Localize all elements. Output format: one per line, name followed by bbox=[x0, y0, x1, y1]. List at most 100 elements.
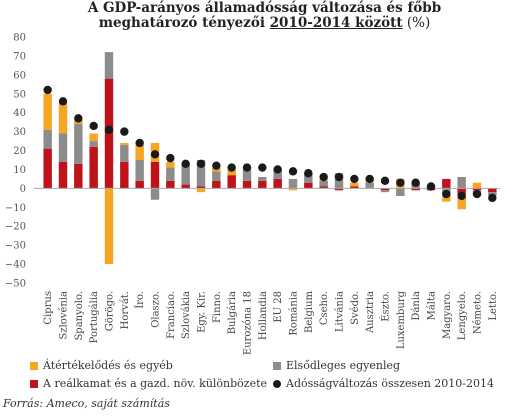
bar-segment-interest-growth bbox=[89, 146, 98, 189]
total-change-dot bbox=[89, 121, 98, 131]
y-tick-label: 80 bbox=[13, 33, 26, 44]
y-tick-label: −30 bbox=[5, 241, 26, 252]
bar-segment-primary-balance bbox=[43, 129, 52, 149]
total-change-dot bbox=[426, 182, 436, 191]
category-label: Németo. bbox=[473, 291, 484, 334]
bar-segment-interest-growth bbox=[457, 188, 466, 195]
total-change-dot bbox=[212, 161, 221, 170]
total-change-dot bbox=[196, 159, 206, 168]
bar-segment-interest-growth bbox=[350, 186, 359, 189]
category-label: Íro. bbox=[134, 291, 146, 309]
category-label: Portugália bbox=[89, 291, 100, 343]
category-label: Eurozóna 18 bbox=[243, 291, 254, 355]
bar-segment-primary-balance bbox=[242, 169, 252, 181]
bar-segment-revaluation bbox=[350, 182, 359, 187]
bar-segment-interest-growth bbox=[442, 178, 451, 189]
category-label: Hollandia bbox=[258, 291, 269, 340]
category-label: Lengyelo. bbox=[457, 291, 468, 340]
total-change-dot bbox=[181, 159, 190, 168]
bar-segment-primary-balance bbox=[304, 173, 313, 183]
legend-swatch-primary-balance bbox=[273, 361, 281, 370]
bar-segment-interest-growth bbox=[411, 188, 420, 191]
total-change-dot bbox=[304, 169, 313, 178]
total-change-dot bbox=[411, 178, 420, 187]
category-labels: Ciprus Szlovénia Spanyolo. Portugália Görögo… bbox=[43, 290, 499, 355]
legend-item-primary-balance: Elsődleges egyenleg bbox=[273, 359, 400, 372]
category-label: Cseho. bbox=[319, 291, 330, 325]
total-change-dot bbox=[258, 163, 267, 172]
bar-segment-revaluation bbox=[472, 182, 482, 189]
title-line-2-prefix: meghatározó tényezői bbox=[98, 15, 270, 31]
y-tick-label: −50 bbox=[5, 279, 26, 290]
total-change-dot bbox=[396, 178, 405, 187]
category-label: Románia bbox=[289, 291, 300, 336]
bar-segment-interest-growth bbox=[227, 175, 236, 189]
title-period: 2010-2014 között bbox=[269, 15, 403, 31]
y-tick-label: 50 bbox=[13, 89, 26, 100]
category-label: Belgium bbox=[304, 290, 315, 333]
bar-segment-primary-balance bbox=[365, 182, 374, 189]
y-tick-label: 60 bbox=[13, 70, 26, 81]
total-change-dot bbox=[150, 150, 160, 159]
legend-item-revaluation: Átértékelődés és egyéb bbox=[30, 359, 173, 372]
bar-segment-primary-balance bbox=[166, 167, 175, 181]
bar-segment-interest-growth bbox=[120, 161, 129, 189]
bar-segment-revaluation bbox=[89, 133, 98, 142]
total-change-dot bbox=[350, 174, 359, 184]
y-tick-label: −20 bbox=[5, 222, 26, 233]
category-label: Horvát. bbox=[120, 291, 131, 329]
category-label: Szlovákia bbox=[181, 291, 192, 339]
legend-item-interest-growth: A reálkamat és a gazd. növ. különbözete bbox=[30, 377, 267, 390]
legend-item-total-change: Adósságváltozás összesen 2010-2014 bbox=[273, 377, 494, 390]
y-tick-label: 70 bbox=[13, 51, 26, 62]
bar-segment-interest-growth bbox=[150, 161, 160, 189]
category-label: Spanyolo. bbox=[74, 291, 85, 341]
legend-label-primary-balance: Elsődleges egyenleg bbox=[286, 359, 401, 372]
bar-segment-interest-growth bbox=[135, 180, 144, 189]
y-tick-label: 40 bbox=[13, 108, 26, 119]
y-tick-label: 0 bbox=[20, 184, 26, 195]
total-change-dot bbox=[104, 125, 114, 134]
bar-segment-primary-balance bbox=[380, 190, 390, 193]
bar-segment-interest-growth bbox=[196, 186, 206, 189]
total-change-dot bbox=[288, 167, 298, 176]
title-line-2: meghatározó tényezői 2010-2014 között (%… bbox=[0, 16, 529, 31]
total-change-dot bbox=[135, 138, 144, 148]
category-label: Ausztria bbox=[365, 291, 376, 334]
bar-segment-revaluation bbox=[457, 194, 466, 210]
category-label: Franciao. bbox=[166, 291, 177, 339]
legend-dot-total-change bbox=[273, 379, 281, 388]
category-label: Málta bbox=[427, 291, 438, 320]
bar-segment-revaluation bbox=[104, 188, 114, 265]
y-tick-label: −40 bbox=[5, 260, 26, 271]
bar-segment-interest-growth bbox=[273, 178, 282, 189]
total-change-dot bbox=[166, 153, 175, 163]
chart-plot: 80 70 60 50 40 30 20 10 0 −10 −20 −30 −40 −50 Ciprus S… bbox=[5, 33, 500, 355]
legend-label-interest-growth: A reálkamat és a gazd. növ. különbözete bbox=[43, 377, 268, 390]
bar-segment-interest-growth bbox=[74, 163, 83, 189]
bar-segment-primary-balance bbox=[58, 133, 68, 162]
category-label: Görögo. bbox=[105, 291, 116, 331]
total-change-dot bbox=[457, 191, 466, 201]
y-tick-label: −10 bbox=[5, 203, 26, 214]
bar-segment-revaluation bbox=[120, 142, 129, 145]
bar-segment-primary-balance bbox=[150, 188, 160, 200]
dot-layer bbox=[43, 85, 497, 203]
total-change-dot bbox=[488, 193, 497, 203]
source-note: Forrás: Ameco, saját számítás bbox=[3, 397, 170, 410]
bar-segment-interest-growth bbox=[334, 188, 344, 191]
total-change-dot bbox=[334, 172, 344, 182]
bar-segment-interest-growth bbox=[166, 180, 175, 189]
category-label: Olaszo. bbox=[151, 291, 162, 328]
total-change-dot bbox=[273, 165, 282, 174]
bar-layer bbox=[43, 52, 497, 265]
total-change-dot bbox=[442, 189, 451, 199]
y-tick-label: 20 bbox=[13, 146, 26, 157]
bar-segment-primary-balance bbox=[288, 178, 298, 189]
bar-segment-primary-balance bbox=[74, 124, 83, 164]
bar-segment-interest-growth bbox=[181, 184, 190, 189]
bar-segment-revaluation bbox=[227, 169, 236, 176]
bar-segment-revaluation bbox=[196, 188, 206, 193]
bar-segment-interest-growth bbox=[258, 180, 267, 189]
category-label: Magyaro. bbox=[442, 291, 453, 339]
